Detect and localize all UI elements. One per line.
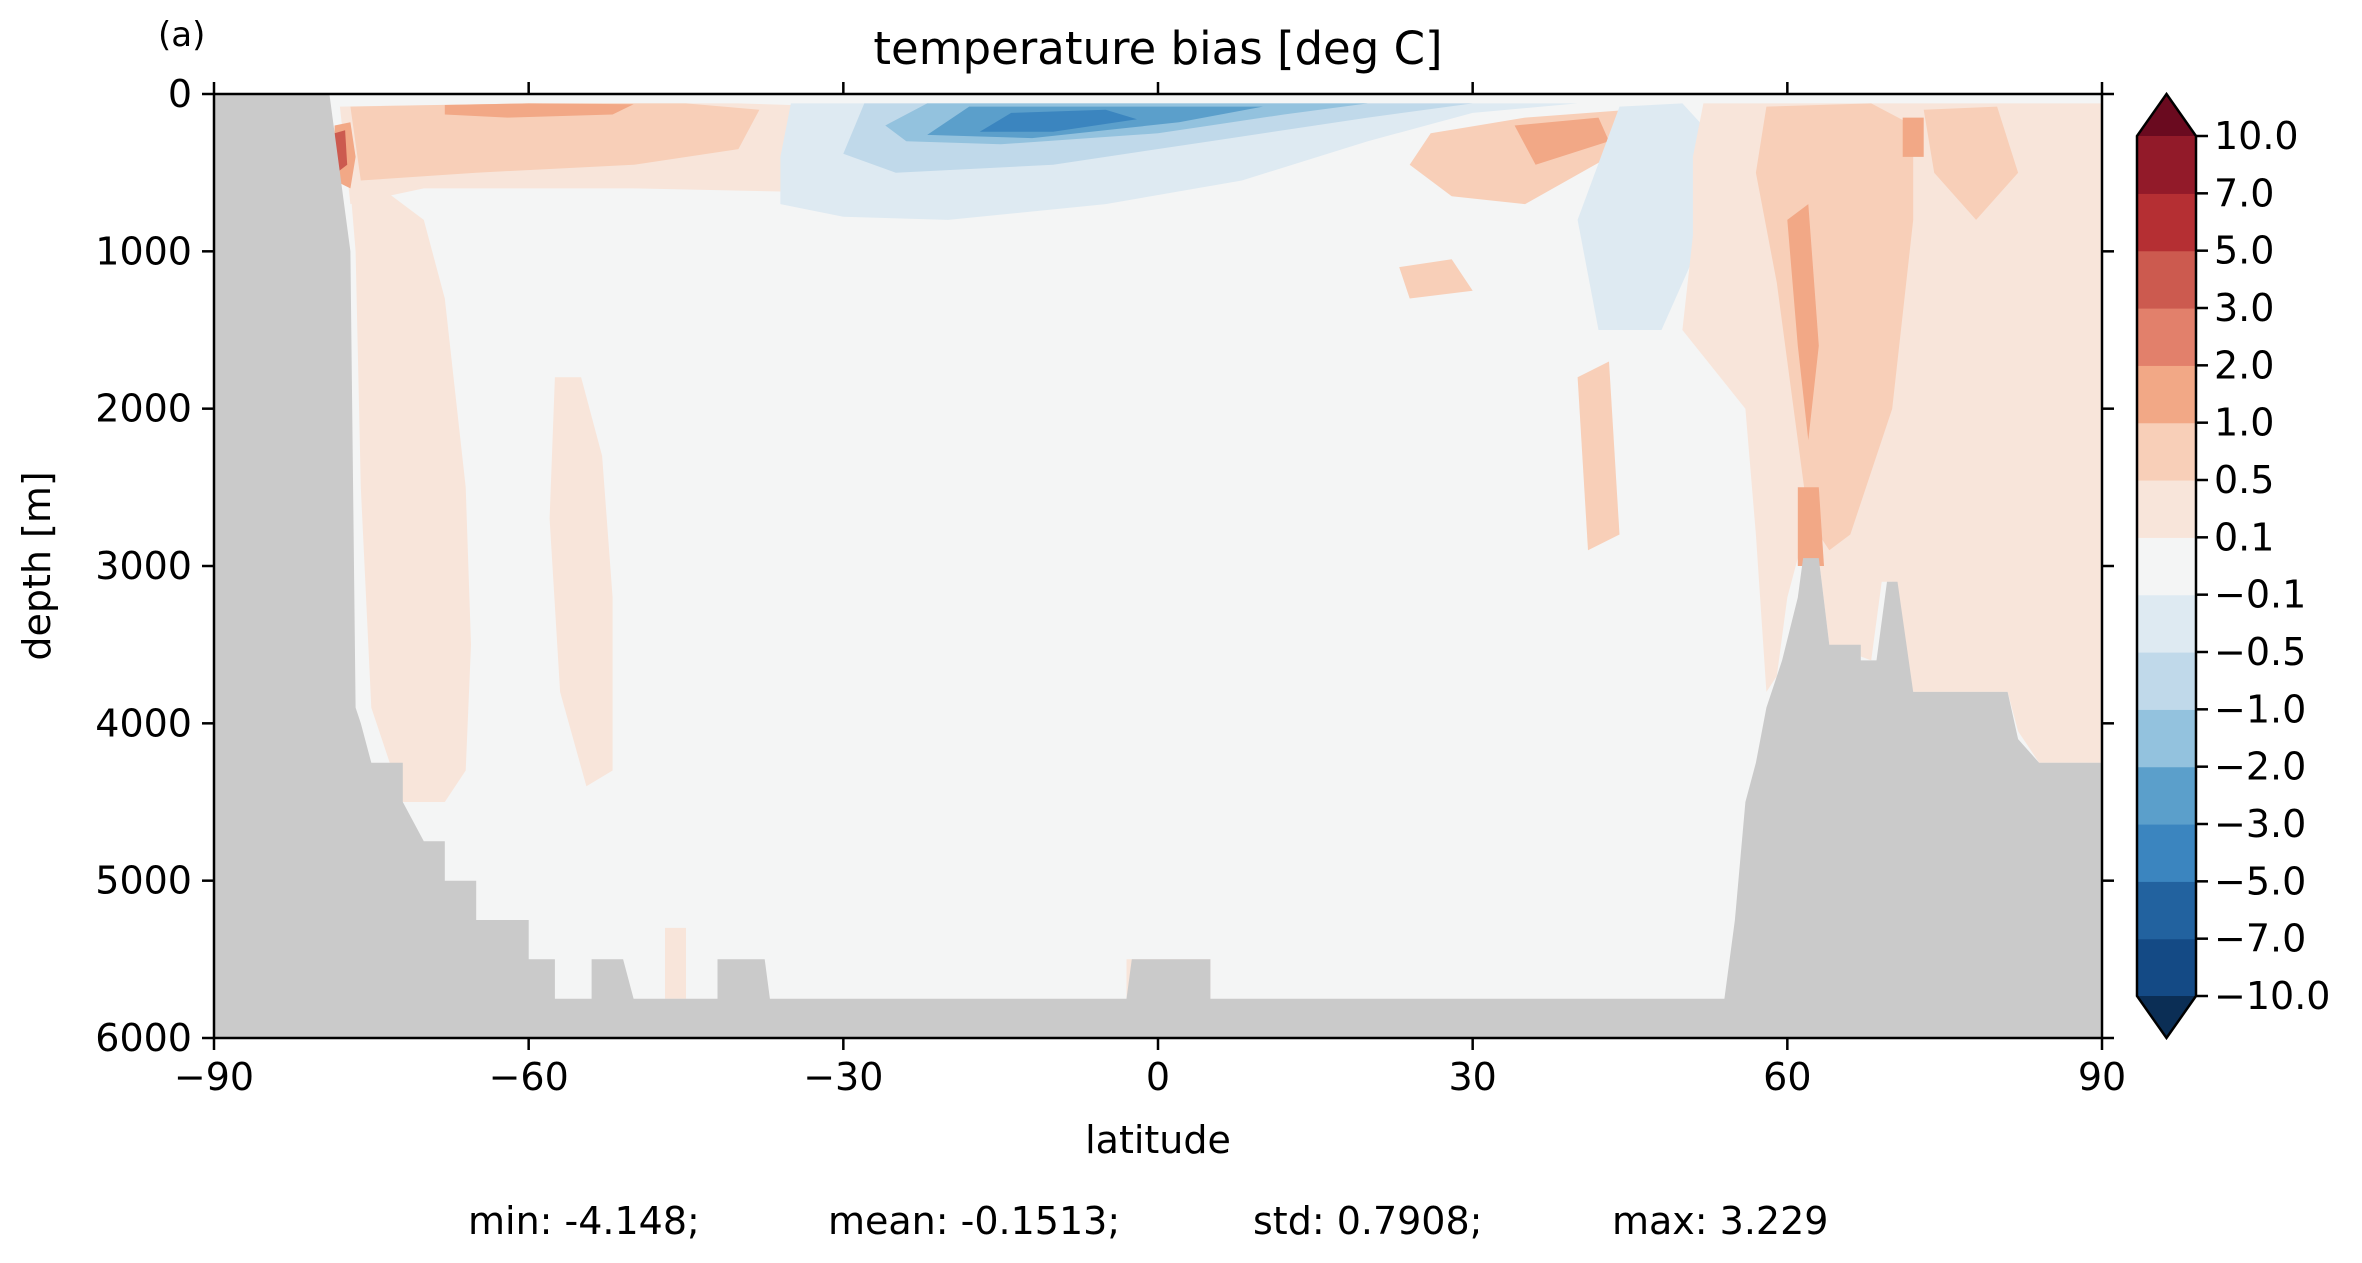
colorbar-bin-5 <box>2137 652 2196 710</box>
stat-mean: mean: -0.1513; <box>828 1199 1120 1243</box>
contour-region-1 <box>350 103 760 181</box>
y-axis: 0 1000 2000 3000 4000 5000 6000 <box>95 72 2114 1060</box>
contour-region-24 <box>665 927 686 999</box>
colorbar: −10.0 −7.0 −5.0 −3.0 −2.0 −1.0 −0.5 −0.1 0.1 0.5 1… <box>2135 91 2330 1041</box>
x-axis: −90 −60 −30 0 30 60 90 <box>174 82 2126 1099</box>
colorbar-extend-under <box>2137 996 2196 1038</box>
x-tick-label-2: −30 <box>803 1055 883 1099</box>
y-axis-label: depth [m] <box>15 471 59 660</box>
colorbar-tick-label-14: 7.0 <box>2214 171 2274 215</box>
chart-title: temperature bias [deg C] <box>873 22 1442 75</box>
colorbar-bin-9 <box>2137 422 2196 481</box>
stat-min: min: -4.148; <box>468 1199 700 1243</box>
contour-region-21 <box>1902 117 1924 157</box>
colorbar-bin-4 <box>2137 709 2196 768</box>
colorbar-extend-over <box>2137 94 2196 136</box>
y-tick-label-6: 6000 <box>95 1016 192 1060</box>
contour-region-19 <box>1787 204 1819 441</box>
x-axis-label: latitude <box>1085 1118 1231 1162</box>
x-tick-label-3: 0 <box>1146 1055 1170 1099</box>
contour-region-22 <box>1577 361 1620 551</box>
y-tick-label-1: 1000 <box>95 229 192 273</box>
colorbar-tick-label-11: 2.0 <box>2214 343 2274 387</box>
x-tick-label-6: 90 <box>2078 1055 2126 1099</box>
x-tick-label-4: 30 <box>1448 1055 1496 1099</box>
y-tick-label-4: 4000 <box>95 701 192 745</box>
colorbar-tick-label-1: −7.0 <box>2214 917 2306 961</box>
colorbar-bin-11 <box>2137 308 2196 366</box>
colorbar-tick-label-8: 0.1 <box>2214 515 2274 559</box>
stat-max: max: 3.229 <box>1612 1199 1828 1243</box>
colorbar-tick-label-0: −10.0 <box>2214 974 2330 1018</box>
colorbar-tick-label-5: −1.0 <box>2214 687 2306 731</box>
colorbar-tick-label-6: −0.5 <box>2214 630 2306 674</box>
colorbar-bin-2 <box>2137 824 2196 882</box>
y-tick-label-3: 3000 <box>95 544 192 588</box>
colorbar-bin-6 <box>2137 594 2196 653</box>
colorbar-bin-13 <box>2137 193 2196 252</box>
colorbar-bin-1 <box>2137 881 2196 940</box>
contour-region-11 <box>979 109 1137 132</box>
colorbar-bin-10 <box>2137 365 2196 424</box>
colorbar-tick-label-10: 1.0 <box>2214 401 2274 445</box>
colorbar-bin-3 <box>2137 766 2196 825</box>
y-tick-label-0: 0 <box>168 72 192 116</box>
colorbar-tick-label-3: −3.0 <box>2214 802 2306 846</box>
contour-field <box>334 103 2102 999</box>
bathymetry-land-mask <box>214 94 2102 1038</box>
contour-region-5 <box>350 188 471 802</box>
colorbar-tick-label-4: −2.0 <box>2214 745 2306 789</box>
y-tick-label-2: 2000 <box>95 387 192 431</box>
y-tick-label-5: 5000 <box>95 859 192 903</box>
colorbar-tick-label-12: 3.0 <box>2214 286 2274 330</box>
colorbar-tick-label-15: 10.0 <box>2214 114 2299 158</box>
colorbar-tick-label-7: −0.1 <box>2214 573 2306 617</box>
colorbar-tick-label-2: −5.0 <box>2214 859 2306 903</box>
x-tick-label-5: 60 <box>1763 1055 1811 1099</box>
contour-region-13 <box>1514 117 1609 165</box>
plot-area <box>214 94 2102 1038</box>
stat-std: std: 0.7908; <box>1253 1199 1482 1243</box>
stats-line: min: -4.148; mean: -0.1513; std: 0.7908;… <box>468 1199 1828 1243</box>
contour-region-6 <box>549 377 613 787</box>
contour-region-2 <box>444 103 634 118</box>
colorbar-bin-0 <box>2137 938 2196 997</box>
contour-region-20 <box>1797 487 1824 566</box>
colorbar-tick-label-13: 5.0 <box>2214 229 2274 273</box>
contour-region-18 <box>1923 106 2019 220</box>
colorbar-bin-12 <box>2137 250 2196 309</box>
colorbar-bin-8 <box>2137 480 2196 538</box>
x-tick-label-1: −60 <box>489 1055 569 1099</box>
contour-region-15 <box>1577 103 1725 331</box>
colorbar-tick-label-9: 0.5 <box>2214 458 2274 502</box>
colorbar-bin-14 <box>2137 136 2196 194</box>
colorbar-bin-7 <box>2137 537 2196 596</box>
x-tick-label-0: −90 <box>174 1055 254 1099</box>
panel-label: (a) <box>158 15 205 55</box>
contour-region-14 <box>1399 259 1473 299</box>
